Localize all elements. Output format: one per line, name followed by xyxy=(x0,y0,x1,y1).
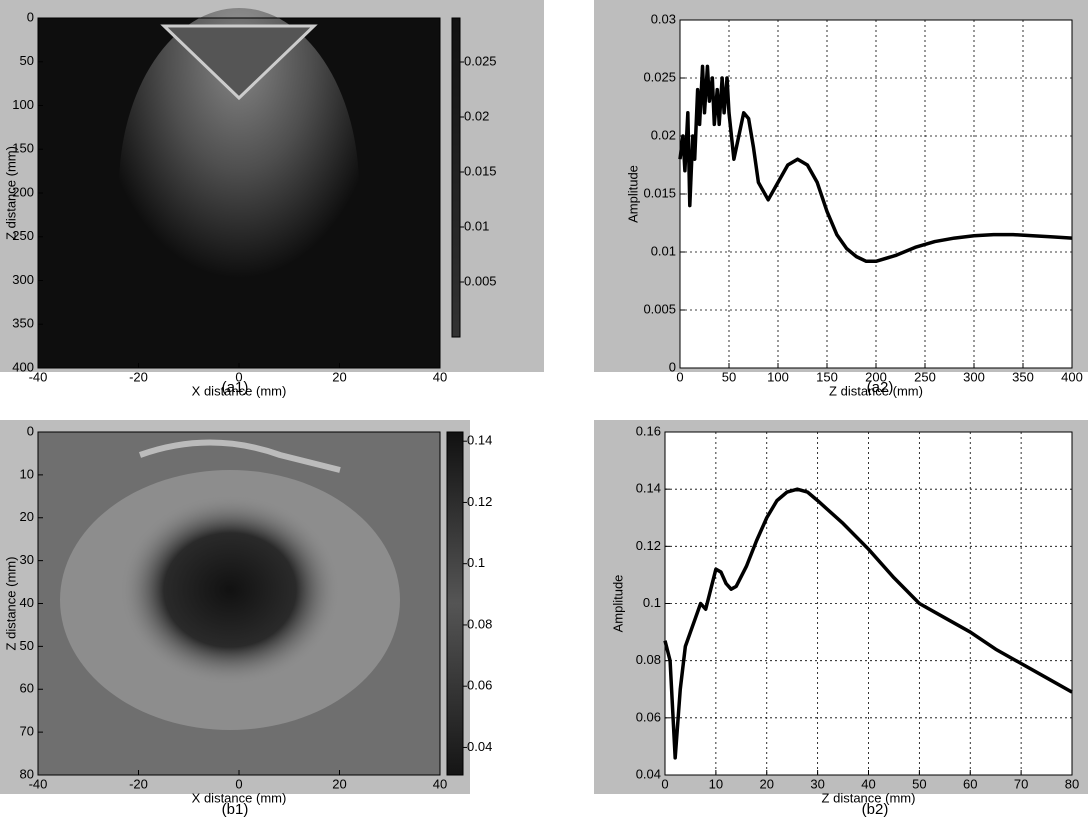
colorbar-tick-label: 0.14 xyxy=(467,433,492,448)
y-tick-label: 0.01 xyxy=(651,243,676,258)
colorbar xyxy=(451,17,461,338)
x-axis-label: Z distance (mm) xyxy=(829,383,923,398)
x-tick-label: 30 xyxy=(810,776,824,791)
x-tick-label: 50 xyxy=(722,369,736,384)
y-tick-label: 0.03 xyxy=(651,11,676,26)
x-tick-label: 20 xyxy=(760,776,774,791)
axes-frame xyxy=(664,431,1073,776)
y-tick-label: 50 xyxy=(20,53,34,68)
colorbar-tick-label: 0.015 xyxy=(464,163,497,178)
x-tick-label: 40 xyxy=(433,776,447,791)
y-tick-label: 300 xyxy=(12,272,34,287)
x-tick-label: 40 xyxy=(861,776,875,791)
y-axis-label: Z distance (mm) xyxy=(3,557,18,651)
y-tick-label: 0.06 xyxy=(636,709,661,724)
x-tick-label: 20 xyxy=(332,369,346,384)
y-tick-label: 50 xyxy=(20,638,34,653)
y-tick-label: 80 xyxy=(20,766,34,781)
y-tick-label: 0.12 xyxy=(636,538,661,553)
colorbar-tick-label: 0.08 xyxy=(467,616,492,631)
x-tick-label: -40 xyxy=(29,776,48,791)
colorbar-tick-label: 0.1 xyxy=(467,555,485,570)
y-tick-label: 200 xyxy=(12,184,34,199)
y-tick-label: 10 xyxy=(20,466,34,481)
colorbar-tick-label: 0.01 xyxy=(464,218,489,233)
colorbar-tick-label: 0.025 xyxy=(464,53,497,68)
colorbar-tick-label: 0.005 xyxy=(464,273,497,288)
x-tick-label: 40 xyxy=(433,369,447,384)
line-series xyxy=(678,64,1073,264)
colorbar-tick-label: 0.06 xyxy=(467,678,492,693)
x-tick-label: 350 xyxy=(1012,369,1034,384)
x-tick-label: 100 xyxy=(767,369,789,384)
x-axis-label: X distance (mm) xyxy=(192,383,287,398)
x-tick-label: 0 xyxy=(661,776,668,791)
x-axis-label: Z distance (mm) xyxy=(822,790,916,805)
x-tick-label: 80 xyxy=(1065,776,1079,791)
y-tick-label: 350 xyxy=(12,316,34,331)
y-tick-label: 30 xyxy=(20,552,34,567)
y-tick-label: 0.04 xyxy=(636,766,661,781)
x-tick-label: -20 xyxy=(129,369,148,384)
y-tick-label: 0.02 xyxy=(651,127,676,142)
x-tick-label: 400 xyxy=(1061,369,1083,384)
y-tick-label: 150 xyxy=(12,141,34,156)
y-tick-label: 100 xyxy=(12,97,34,112)
axes-frame xyxy=(37,17,441,369)
x-tick-label: 10 xyxy=(709,776,723,791)
x-tick-label: 0 xyxy=(676,369,683,384)
axes-frame xyxy=(679,19,1073,369)
x-tick-label: 300 xyxy=(963,369,985,384)
y-tick-label: 400 xyxy=(12,359,34,374)
x-axis-label: X distance (mm) xyxy=(192,790,287,805)
y-tick-label: 0.005 xyxy=(643,301,676,316)
y-tick-label: 70 xyxy=(20,724,34,739)
y-tick-label: 0 xyxy=(27,9,34,24)
y-tick-label: 250 xyxy=(12,228,34,243)
caption: (b1) xyxy=(222,801,249,818)
y-tick-label: 0.015 xyxy=(643,185,676,200)
x-tick-label: 0 xyxy=(235,776,242,791)
x-tick-label: -40 xyxy=(29,369,48,384)
y-tick-label: 40 xyxy=(20,595,34,610)
x-tick-label: 250 xyxy=(914,369,936,384)
x-tick-label: 20 xyxy=(332,776,346,791)
y-axis-label: Z distance (mm) xyxy=(3,146,18,240)
y-tick-label: 0.14 xyxy=(636,481,661,496)
y-axis-label: Amplitude xyxy=(625,165,640,223)
x-tick-label: 0 xyxy=(235,369,242,384)
heatmap-image xyxy=(160,24,318,101)
x-tick-label: 150 xyxy=(816,369,838,384)
caption: (a1) xyxy=(222,379,249,396)
colorbar-tick-label: 0.12 xyxy=(467,494,492,509)
y-tick-label: 0.1 xyxy=(643,595,661,610)
colorbar-tick-label: 0.02 xyxy=(464,108,489,123)
heatmap-image xyxy=(119,8,359,368)
caption: (b2) xyxy=(862,801,889,818)
x-tick-label: 60 xyxy=(963,776,977,791)
y-tick-label: 0.16 xyxy=(636,423,661,438)
y-tick-label: 0.08 xyxy=(636,652,661,667)
x-tick-label: 200 xyxy=(865,369,887,384)
y-tick-label: 60 xyxy=(20,681,34,696)
colorbar-tick-label: 0.04 xyxy=(467,739,492,754)
heatmap-image xyxy=(138,439,341,473)
y-tick-label: 20 xyxy=(20,509,34,524)
y-tick-label: 0.025 xyxy=(643,69,676,84)
colorbar xyxy=(446,431,464,776)
caption: (a2) xyxy=(867,379,894,396)
y-axis-label: Amplitude xyxy=(610,575,625,633)
x-tick-label: 70 xyxy=(1014,776,1028,791)
axes-frame xyxy=(37,431,441,776)
y-tick-label: 0 xyxy=(669,359,676,374)
line-series xyxy=(663,487,1073,760)
x-tick-label: 50 xyxy=(912,776,926,791)
y-tick-label: 0 xyxy=(27,423,34,438)
x-tick-label: -20 xyxy=(129,776,148,791)
heatmap-image xyxy=(120,495,340,685)
